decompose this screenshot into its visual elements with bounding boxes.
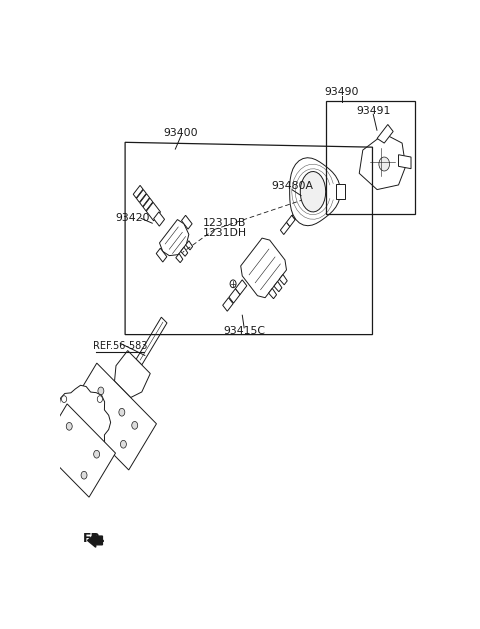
Polygon shape: [315, 183, 321, 191]
Polygon shape: [69, 363, 156, 470]
Polygon shape: [146, 203, 160, 221]
Polygon shape: [312, 187, 318, 195]
Circle shape: [61, 396, 67, 403]
Polygon shape: [159, 220, 189, 255]
Polygon shape: [143, 198, 153, 211]
Polygon shape: [176, 253, 183, 263]
Polygon shape: [240, 238, 287, 298]
Text: 93415C: 93415C: [223, 326, 265, 336]
Circle shape: [66, 423, 72, 430]
Polygon shape: [41, 404, 116, 497]
Circle shape: [54, 443, 60, 451]
Circle shape: [61, 396, 102, 449]
Text: FR.: FR.: [83, 532, 106, 545]
Circle shape: [97, 442, 102, 449]
Polygon shape: [133, 186, 143, 198]
Polygon shape: [319, 179, 324, 186]
Polygon shape: [303, 194, 312, 206]
Circle shape: [98, 387, 104, 395]
Polygon shape: [269, 288, 276, 299]
Text: 93491: 93491: [356, 106, 390, 116]
Polygon shape: [136, 189, 146, 203]
Text: 1231DH: 1231DH: [203, 228, 247, 238]
Circle shape: [119, 408, 125, 416]
Circle shape: [71, 408, 93, 437]
Polygon shape: [336, 184, 346, 199]
Circle shape: [379, 157, 390, 171]
Polygon shape: [280, 222, 290, 235]
Polygon shape: [180, 247, 188, 256]
Text: 1231DB: 1231DB: [203, 218, 247, 228]
Polygon shape: [274, 281, 282, 292]
Circle shape: [120, 440, 126, 448]
Polygon shape: [140, 194, 150, 206]
Circle shape: [81, 471, 87, 479]
Circle shape: [97, 396, 102, 403]
Polygon shape: [156, 248, 167, 262]
Polygon shape: [235, 280, 247, 295]
Polygon shape: [115, 350, 150, 398]
Text: REF.56-583: REF.56-583: [93, 341, 147, 351]
Polygon shape: [300, 172, 326, 212]
Polygon shape: [298, 202, 306, 213]
FancyArrow shape: [87, 533, 102, 547]
Polygon shape: [279, 274, 287, 285]
Text: 93480A: 93480A: [271, 181, 313, 191]
Circle shape: [132, 421, 138, 429]
Text: 93400: 93400: [164, 128, 198, 138]
Circle shape: [61, 442, 67, 449]
Circle shape: [86, 406, 93, 414]
Text: 93420: 93420: [115, 213, 150, 223]
Polygon shape: [54, 386, 110, 460]
Polygon shape: [289, 158, 340, 226]
Polygon shape: [377, 125, 393, 143]
Polygon shape: [309, 192, 314, 199]
Polygon shape: [181, 215, 192, 229]
Polygon shape: [292, 209, 300, 220]
Polygon shape: [359, 134, 406, 189]
Polygon shape: [154, 212, 165, 226]
Polygon shape: [186, 241, 192, 250]
Polygon shape: [229, 289, 240, 303]
Circle shape: [94, 450, 100, 458]
Polygon shape: [287, 215, 295, 226]
Text: 93490: 93490: [325, 87, 359, 97]
Polygon shape: [223, 298, 233, 311]
Circle shape: [230, 280, 236, 287]
Polygon shape: [398, 155, 411, 169]
Polygon shape: [136, 317, 167, 365]
